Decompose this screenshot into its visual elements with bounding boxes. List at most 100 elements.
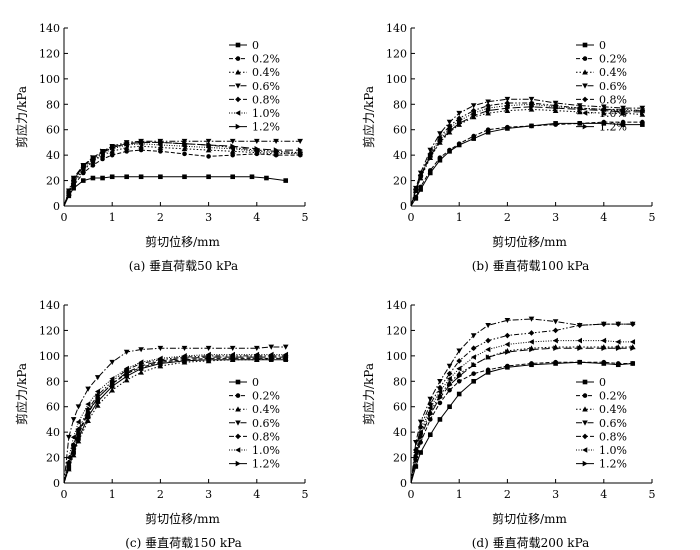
series-0 [410, 121, 645, 207]
data-point [427, 153, 434, 160]
data-point [437, 131, 443, 137]
data-point [427, 396, 434, 402]
y-axis-label: 剪应力/kPa [14, 363, 29, 425]
data-point [66, 434, 72, 441]
y-tick-label: 60 [46, 401, 60, 414]
y-tick-label: 60 [393, 401, 407, 414]
legend-label: 0.4% [599, 66, 627, 79]
data-point [157, 345, 164, 352]
legend-label: 0 [599, 39, 606, 52]
data-point [123, 377, 130, 383]
legend-marker [582, 447, 588, 453]
data-point [427, 147, 434, 153]
data-point [138, 363, 144, 369]
data-point [70, 434, 76, 441]
legend-label: 0.2% [599, 53, 627, 66]
legend-marker [235, 123, 241, 130]
legend-marker [582, 56, 588, 61]
x-tick-label: 1 [456, 488, 463, 501]
series-line [410, 122, 643, 207]
series-line [63, 176, 286, 207]
data-point [297, 151, 303, 157]
y-tick-label: 40 [46, 426, 60, 439]
data-point [437, 388, 443, 395]
data-point [229, 351, 235, 358]
data-point [639, 111, 646, 117]
data-point [94, 375, 101, 381]
data-point [505, 363, 510, 369]
y-tick-label: 0 [53, 477, 60, 490]
series-line [63, 149, 301, 207]
data-point [629, 339, 636, 345]
y-tick-label: 0 [53, 200, 60, 213]
data-point [273, 138, 279, 144]
data-point [80, 163, 87, 170]
data-point [100, 148, 106, 155]
series-6 [410, 345, 636, 484]
data-point [456, 110, 462, 116]
x-tick-label: 5 [649, 488, 656, 501]
legend-marker [582, 460, 588, 467]
data-point [181, 353, 187, 359]
data-point [206, 174, 211, 180]
data-point [601, 359, 607, 365]
series-5 [63, 351, 289, 484]
data-point [417, 419, 424, 425]
data-point [552, 337, 558, 344]
data-point [70, 179, 76, 185]
data-point [71, 176, 77, 183]
data-point [456, 141, 462, 146]
data-point [447, 128, 453, 134]
data-point [485, 99, 491, 105]
data-point [640, 109, 646, 115]
series-line [63, 354, 286, 484]
series-1 [410, 359, 636, 484]
data-point [158, 358, 164, 364]
legend-label: 1.0% [252, 107, 280, 120]
legend-label: 1.2% [599, 458, 627, 471]
data-point [413, 187, 419, 194]
data-point [90, 163, 96, 168]
data-point [447, 387, 452, 393]
data-point [640, 122, 645, 127]
data-point [471, 112, 477, 119]
data-point [283, 354, 289, 360]
y-tick-label: 140 [39, 299, 60, 312]
data-point [254, 345, 260, 352]
data-point [456, 373, 462, 379]
y-tick-label: 80 [393, 375, 407, 388]
data-point [427, 405, 433, 411]
legend-label: 0 [599, 376, 606, 389]
x-tick-label: 3 [552, 488, 559, 501]
series-line [63, 346, 286, 484]
legend-marker [235, 406, 241, 412]
data-point [456, 348, 462, 354]
data-point [157, 363, 164, 369]
legend-label: 1.0% [599, 444, 627, 457]
y-tick-label: 100 [386, 350, 407, 363]
data-point [94, 402, 101, 408]
data-point [138, 143, 144, 149]
data-point [630, 361, 636, 366]
data-point [620, 122, 626, 127]
data-point [94, 388, 101, 395]
data-point [437, 417, 443, 422]
data-point [576, 322, 583, 329]
data-point [230, 143, 236, 150]
data-point [485, 323, 491, 329]
data-point [528, 316, 535, 322]
legend-marker [235, 42, 241, 48]
series-line [410, 318, 633, 484]
data-point [413, 454, 419, 461]
data-point [620, 119, 626, 125]
data-point [437, 384, 443, 391]
data-point [109, 144, 115, 151]
legend-marker [235, 447, 241, 453]
legend: 00.2%0.4%0.6%0.8%1.0%1.2% [229, 376, 280, 471]
x-tick-label: 0 [408, 488, 415, 501]
panel-caption: (b) 垂直荷载100 kPa [472, 259, 590, 273]
data-point [85, 414, 91, 420]
y-tick-label: 140 [386, 299, 407, 312]
series-line [63, 143, 301, 207]
legend-label: 0.2% [599, 390, 627, 403]
